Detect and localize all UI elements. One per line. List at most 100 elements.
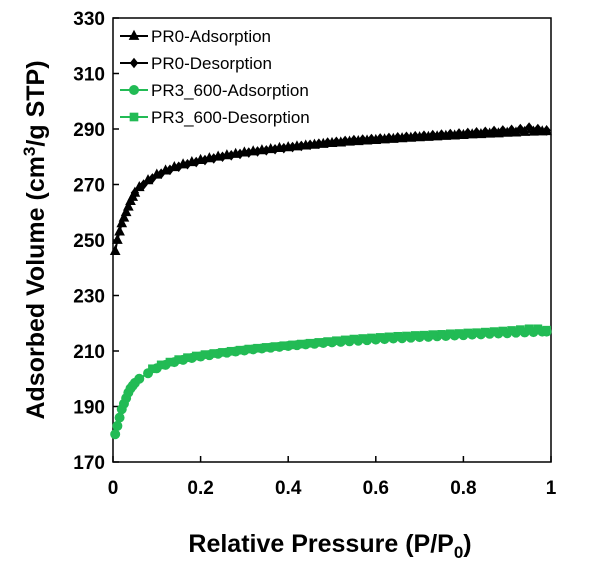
y-tick-label: 210 bbox=[73, 342, 105, 363]
data-point bbox=[120, 206, 132, 217]
data-point bbox=[402, 331, 411, 341]
legend-label: PR3_600-Adsorption bbox=[151, 81, 309, 100]
data-point bbox=[428, 330, 438, 339]
data-point bbox=[445, 329, 455, 339]
data-point bbox=[410, 331, 420, 340]
y-tick-label: 270 bbox=[73, 176, 105, 197]
data-point bbox=[428, 129, 437, 141]
y-tick-label: 170 bbox=[73, 453, 105, 474]
data-point bbox=[134, 373, 145, 384]
legend-label: PR0-Adsorption bbox=[151, 27, 271, 46]
data-point bbox=[165, 357, 175, 367]
data-point bbox=[489, 125, 499, 137]
legend-item: PR0-Adsorption bbox=[120, 27, 271, 46]
data-point bbox=[314, 338, 324, 347]
data-point bbox=[393, 331, 403, 341]
data-point bbox=[323, 337, 332, 346]
data-point bbox=[110, 429, 121, 440]
data-point bbox=[270, 342, 280, 351]
data-point bbox=[114, 412, 125, 423]
data-point bbox=[112, 233, 123, 244]
x-tick-label: 1 bbox=[546, 478, 557, 499]
series-line bbox=[151, 327, 547, 370]
data-point bbox=[288, 340, 297, 350]
data-point bbox=[174, 355, 184, 364]
data-point bbox=[297, 339, 306, 349]
x-tick-label: 0.6 bbox=[363, 478, 389, 499]
data-point bbox=[367, 333, 376, 343]
data-point bbox=[472, 328, 481, 338]
data-point bbox=[410, 130, 420, 142]
data-point bbox=[507, 124, 516, 136]
x-tick-label: 0.2 bbox=[187, 478, 213, 499]
data-point bbox=[463, 127, 473, 139]
data-point bbox=[454, 329, 464, 338]
data-point bbox=[524, 122, 534, 133]
series-1 bbox=[130, 122, 551, 199]
data-point bbox=[524, 324, 534, 334]
data-point bbox=[253, 146, 262, 157]
legend-marker bbox=[129, 57, 139, 69]
data-point bbox=[116, 217, 128, 228]
data-point bbox=[165, 164, 175, 176]
data-point bbox=[279, 142, 289, 154]
data-point bbox=[498, 125, 508, 136]
data-point bbox=[156, 168, 166, 179]
data-point bbox=[209, 349, 219, 358]
data-point bbox=[463, 328, 473, 338]
legend-label: PR3_600-Desorption bbox=[151, 108, 310, 127]
data-point bbox=[305, 139, 315, 151]
y-tick-label: 310 bbox=[73, 65, 105, 86]
legend-item: PR3_600-Adsorption bbox=[120, 81, 309, 100]
legend-marker bbox=[129, 85, 139, 95]
data-point bbox=[148, 173, 157, 184]
series-line bbox=[114, 130, 547, 252]
data-point bbox=[191, 156, 201, 168]
data-point bbox=[218, 348, 227, 357]
data-point bbox=[358, 134, 367, 145]
y-axis-title-main: Adsorbed Volume (cm bbox=[22, 156, 50, 419]
data-point bbox=[481, 126, 490, 138]
data-point bbox=[384, 132, 394, 144]
series-3 bbox=[148, 324, 551, 374]
data-point bbox=[305, 338, 315, 348]
y-axis-title: Adsorbed Volume (cm3/g STP) bbox=[20, 60, 50, 419]
data-point bbox=[533, 123, 543, 135]
data-point bbox=[437, 330, 446, 339]
data-point bbox=[367, 133, 376, 145]
data-point bbox=[375, 133, 385, 144]
data-point bbox=[393, 132, 402, 143]
data-point bbox=[114, 225, 125, 236]
data-point bbox=[402, 131, 411, 143]
data-point bbox=[533, 324, 543, 334]
y-tick-label: 190 bbox=[73, 398, 105, 419]
x-tick-label: 0.8 bbox=[450, 478, 476, 499]
data-point bbox=[156, 360, 166, 370]
data-point bbox=[314, 138, 324, 150]
data-point bbox=[174, 161, 183, 173]
data-point bbox=[139, 179, 148, 190]
legend: PR0-Adsorption PR0-Desorption PR3_600-Adso… bbox=[120, 27, 310, 127]
data-point bbox=[480, 327, 490, 337]
data-point bbox=[209, 153, 218, 164]
data-point bbox=[332, 336, 341, 346]
data-point bbox=[235, 345, 245, 355]
y-tick-label: 250 bbox=[73, 231, 105, 252]
y-tick-label: 230 bbox=[73, 287, 105, 308]
data-point bbox=[375, 333, 385, 342]
data-point bbox=[235, 148, 245, 160]
data-point bbox=[227, 150, 236, 161]
data-point bbox=[472, 127, 481, 138]
legend-marker bbox=[128, 29, 140, 40]
data-point bbox=[183, 353, 192, 362]
y-tick-label: 290 bbox=[73, 120, 105, 141]
data-point bbox=[288, 141, 297, 153]
data-point bbox=[349, 134, 359, 146]
data-point bbox=[200, 154, 210, 166]
data-point bbox=[384, 332, 394, 342]
y-axis-title-superscript: 3 bbox=[20, 147, 39, 156]
data-point bbox=[419, 330, 429, 340]
data-point bbox=[148, 364, 157, 374]
data-point bbox=[507, 326, 516, 335]
